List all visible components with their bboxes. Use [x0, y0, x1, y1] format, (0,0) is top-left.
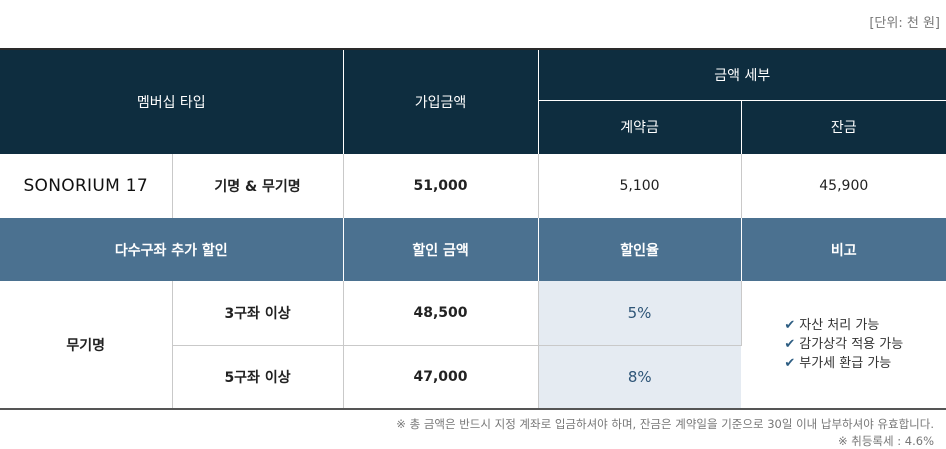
checkmark-icon: ✔ — [784, 318, 796, 333]
product-type: 기명 & 무기명 — [172, 154, 344, 218]
discount-header-amount: 할인 금액 — [343, 218, 539, 281]
remark-item: ✔ 감가상각 적용 가능 — [784, 337, 904, 352]
discount-header-remark: 비고 — [741, 218, 946, 281]
discount-row: 무기명 3구좌 이상 48,500 5% ✔ 자산 처리 가능 ✔ 감가상각 적용 … — [0, 281, 946, 410]
discount-header-rate: 할인율 — [538, 218, 742, 281]
discount-condition: 3구좌 이상 — [172, 281, 344, 346]
discount-amount: 48,500 — [343, 281, 539, 346]
discount-header-title: 다수구좌 추가 할인 — [0, 218, 344, 281]
remark-item: ✔ 부가세 환급 가능 — [784, 356, 892, 371]
product-deposit: 5,100 — [538, 154, 742, 218]
product-balance: 45,900 — [741, 154, 946, 218]
discount-group: 무기명 — [0, 281, 173, 410]
header-join-amount: 가입금액 — [343, 49, 539, 154]
discount-rate: 5% — [538, 281, 742, 346]
header-deposit: 계약금 — [538, 100, 742, 154]
header-membership-type: 멤버십 타입 — [0, 49, 344, 154]
discount-row: 5구좌 이상 47,000 8% — [0, 345, 946, 410]
header-amount-detail: 금액 세부 — [538, 49, 946, 101]
discount-condition: 5구좌 이상 — [172, 345, 344, 410]
footnote-payment: ※ 총 금액은 반드시 지정 계좌로 입금하셔야 하며, 잔금은 계약일을 기준… — [396, 417, 934, 431]
discount-rate: 8% — [538, 345, 742, 410]
discount-amount: 47,000 — [343, 345, 539, 410]
checkmark-icon: ✔ — [784, 337, 796, 352]
footnote-tax: ※ 취등록세 : 4.6% — [837, 434, 934, 448]
product-name: SONORIUM 17 — [0, 154, 173, 218]
header-balance: 잔금 — [741, 100, 946, 154]
unit-label: [단위: 천 원] — [869, 16, 940, 31]
product-join-amount: 51,000 — [343, 154, 539, 218]
checkmark-icon: ✔ — [784, 356, 796, 371]
remarks-list: ✔ 자산 처리 가능 ✔ 감가상각 적용 가능 ✔ 부가세 환급 가능 — [784, 316, 903, 373]
product-row: SONORIUM 17 기명 & 무기명 51,000 5,100 45,900 — [0, 154, 946, 218]
membership-price-table: 멤버십 타입 가입금액 금액 세부 계약금 잔금 SONORIUM 17 기명 … — [0, 48, 946, 410]
remarks-cell: ✔ 자산 처리 가능 ✔ 감가상각 적용 가능 ✔ 부가세 환급 가능 — [741, 281, 946, 410]
remark-item: ✔ 자산 처리 가능 — [784, 318, 880, 333]
